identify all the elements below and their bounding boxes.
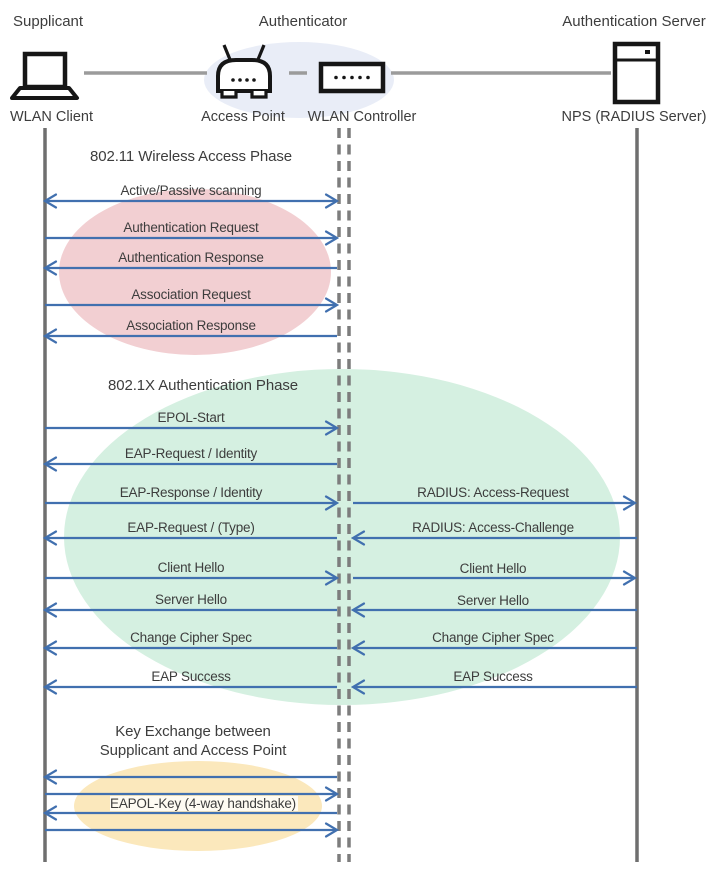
message-arrow: EAP Success <box>350 669 637 695</box>
device-label-nps: NPS (RADIUS Server) <box>561 109 706 125</box>
message-label: Association Request <box>131 287 251 302</box>
handshake-arrow <box>42 769 337 785</box>
message-arrow: Change Cipher Spec <box>350 630 637 656</box>
phase2-title: 802.1X Authentication Phase <box>108 377 298 394</box>
handshake-arrow <box>42 805 337 821</box>
message-arrow: EPOL-Start <box>45 410 340 436</box>
message-arrow: Active/Passive scanning <box>42 183 340 209</box>
message-label: Client Hello <box>460 561 527 576</box>
phase3-title-line2: Supplicant and Access Point <box>100 742 288 759</box>
phase2-ellipse <box>64 369 620 705</box>
access-point-icon <box>216 44 272 99</box>
message-arrow: Client Hello <box>353 561 638 586</box>
message-label: Client Hello <box>158 560 225 575</box>
message-label: EAP-Response / Identity <box>120 485 263 500</box>
message-arrow: EAP-Request / Identity <box>42 446 337 472</box>
message-label: EPOL-Start <box>157 410 224 425</box>
message-label: Authentication Response <box>118 250 264 265</box>
message-label: EAP-Request / Identity <box>125 446 258 461</box>
message-arrow: Association Response <box>42 318 337 344</box>
message-arrow: EAP-Request / (Type) <box>42 520 337 546</box>
handshake-arrow <box>45 786 340 802</box>
handshake-label: EAPOL-Key (4-way handshake) <box>110 796 296 811</box>
device-label-wlan-controller: WLAN Controller <box>308 109 417 125</box>
message-label: Authentication Request <box>123 220 259 235</box>
message-arrow: Change Cipher Spec <box>42 630 337 656</box>
device-label-access-point: Access Point <box>201 109 285 125</box>
message-label: Server Hello <box>457 593 529 608</box>
message-arrow: Association Request <box>45 287 340 313</box>
handshake-label-backdrop <box>110 796 298 811</box>
wlan-controller-icon <box>318 61 386 94</box>
message-arrow: Authentication Response <box>42 250 337 276</box>
message-label: RADIUS: Access-Request <box>417 485 569 500</box>
phase3-title-line1: Key Exchange between <box>115 723 271 740</box>
message-arrow: Authentication Request <box>45 220 340 246</box>
message-label: EAP Success <box>151 669 231 684</box>
handshake-arrow <box>45 822 340 838</box>
server-icon <box>612 41 661 105</box>
message-label: Change Cipher Spec <box>432 630 554 645</box>
message-label: Active/Passive scanning <box>121 183 262 198</box>
role-label-supplicant: Supplicant <box>13 13 84 30</box>
message-label: Change Cipher Spec <box>130 630 252 645</box>
message-label: EAP-Request / (Type) <box>127 520 254 535</box>
message-arrow: RADIUS: Access-Request <box>353 485 638 511</box>
message-arrow: RADIUS: Access-Challenge <box>350 520 637 546</box>
message-arrow: EAP Success <box>42 669 337 695</box>
phase1-title: 802.11 Wireless Access Phase <box>90 148 292 165</box>
message-arrow: Client Hello <box>45 560 340 586</box>
phase1-ellipse <box>59 189 331 355</box>
laptop-icon <box>10 51 79 100</box>
message-arrow: EAP-Response / Identity <box>45 485 340 511</box>
message-label: Association Response <box>126 318 256 333</box>
message-label: RADIUS: Access-Challenge <box>412 520 574 535</box>
role-label-auth-server: Authentication Server <box>562 13 705 30</box>
device-label-wlan-client: WLAN Client <box>10 109 93 125</box>
message-arrow: Server Hello <box>350 593 637 618</box>
message-arrow: Server Hello <box>42 592 337 618</box>
role-label-authenticator: Authenticator <box>259 13 347 30</box>
message-label: EAP Success <box>453 669 533 684</box>
message-label: Server Hello <box>155 592 227 607</box>
